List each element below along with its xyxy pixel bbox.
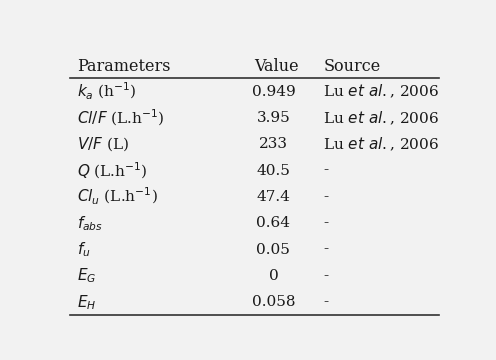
Text: $E_H$: $E_H$ [77,293,97,311]
Text: Value: Value [254,58,299,76]
Text: -: - [323,243,328,257]
Text: -: - [323,295,328,309]
Text: -: - [323,269,328,283]
Text: $Q$ (L.h$^{-1}$): $Q$ (L.h$^{-1}$) [77,160,148,181]
Text: Lu $\it{et\ al.}$, 2006: Lu $\it{et\ al.}$, 2006 [323,109,439,127]
Text: $E_G$: $E_G$ [77,266,97,285]
Text: 0.949: 0.949 [251,85,295,99]
Text: 0: 0 [268,269,278,283]
Text: 0.64: 0.64 [256,216,291,230]
Text: Lu $\it{et\ al.}$, 2006: Lu $\it{et\ al.}$, 2006 [323,83,439,100]
Text: 47.4: 47.4 [256,190,290,204]
Text: -: - [323,190,328,204]
Text: Parameters: Parameters [77,58,171,76]
Text: 0.05: 0.05 [256,243,290,257]
Text: $V/F$ (L): $V/F$ (L) [77,135,129,153]
Text: Source: Source [323,58,380,76]
Text: $f_u$: $f_u$ [77,240,91,259]
Text: $Cl_u$ (L.h$^{-1}$): $Cl_u$ (L.h$^{-1}$) [77,186,158,207]
Text: $f_{abs}$: $f_{abs}$ [77,214,103,233]
Text: $Cl/F$ (L.h$^{-1}$): $Cl/F$ (L.h$^{-1}$) [77,108,165,128]
Text: Lu $\it{et\ al.}$, 2006: Lu $\it{et\ al.}$, 2006 [323,135,439,153]
Text: 0.058: 0.058 [251,295,295,309]
Text: -: - [323,163,328,177]
Text: $k_a$ (h$^{-1}$): $k_a$ (h$^{-1}$) [77,81,137,102]
Text: 233: 233 [259,137,288,151]
Text: -: - [323,216,328,230]
Text: 3.95: 3.95 [256,111,290,125]
Text: 40.5: 40.5 [256,163,290,177]
